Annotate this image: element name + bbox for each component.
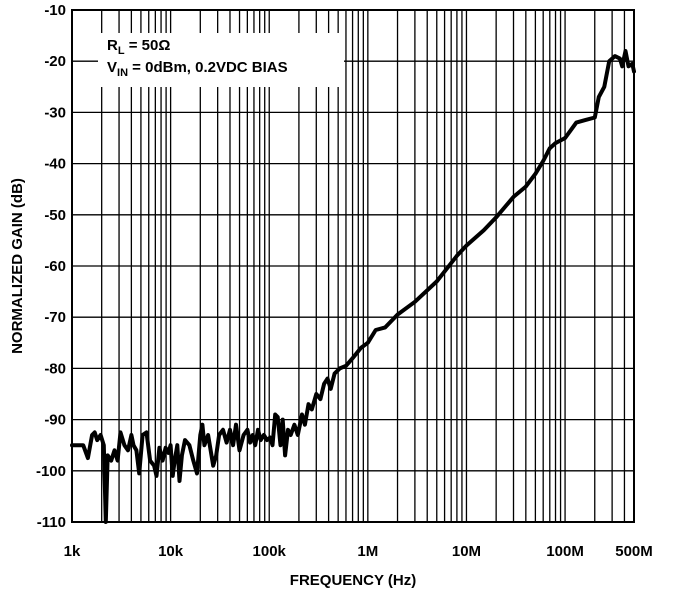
y-tick-label: -90 xyxy=(44,412,66,429)
x-tick-label: 500M xyxy=(615,543,653,560)
y-tick-label: -30 xyxy=(44,104,66,121)
y-axis-title: NORMALIZED GAIN (dB) xyxy=(9,178,26,354)
x-axis-title: FREQUENCY (Hz) xyxy=(290,572,416,589)
x-tick-label: 1k xyxy=(64,543,81,560)
legend-line-2-rest: = 0dBm, 0.2VDC BIAS xyxy=(128,59,288,76)
legend-line-1-rest: = 50Ω xyxy=(125,37,171,54)
y-tick-label: -40 xyxy=(44,156,66,173)
legend-line-1: RL = 50Ω xyxy=(107,37,170,57)
plot-frame xyxy=(71,9,635,523)
x-tick-label: 10k xyxy=(158,543,184,560)
y-tick-label: -100 xyxy=(36,463,66,480)
legend-line-2-sub: IN xyxy=(117,67,128,79)
y-tick-label: -70 xyxy=(44,309,66,326)
y-tick-labels: -10 -20 -30 -40 -50 -60 -70 -80 -90 -100 -110 xyxy=(36,2,66,531)
legend-line-1-main: R xyxy=(107,37,118,54)
legend-background xyxy=(98,33,344,87)
legend-line-1-sub: L xyxy=(118,45,125,57)
y-tick-label: -80 xyxy=(44,360,66,377)
x-tick-label: 100k xyxy=(253,543,287,560)
gain-series-line xyxy=(70,49,636,524)
y-tick-label: -110 xyxy=(37,514,66,531)
y-tick-label: -20 xyxy=(44,53,66,70)
y-tick-label: -50 xyxy=(44,207,66,224)
y-tick-label: -10 xyxy=(44,2,66,19)
x-tick-labels: 1k 10k 100k 1M 10M 100M 500M xyxy=(64,543,653,560)
y-tick-label: -60 xyxy=(44,258,66,275)
legend-line-2-main: V xyxy=(107,59,117,76)
x-tick-label: 1M xyxy=(357,543,378,560)
legend-line-2: VIN = 0dBm, 0.2VDC BIAS xyxy=(107,59,288,79)
x-tick-label: 100M xyxy=(546,543,584,560)
x-tick-label: 10M xyxy=(452,543,481,560)
